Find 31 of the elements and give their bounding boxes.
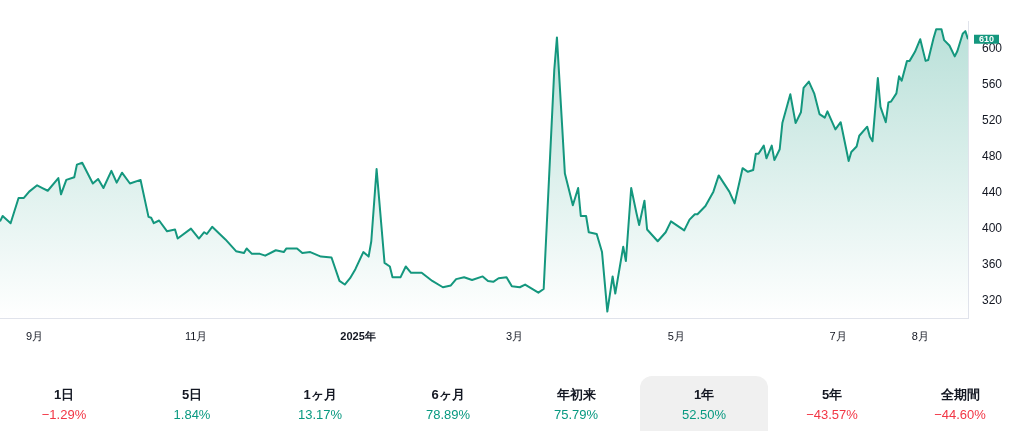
text: 75.79% <box>552 407 600 422</box>
text: −1.29% <box>40 407 88 422</box>
text: 13.17% <box>296 407 344 422</box>
x-tick-label: 8月 <box>911 330 929 343</box>
text: −44.60% <box>933 407 987 422</box>
y-tick-label: 560 <box>982 76 1003 91</box>
text: 1日 <box>52 386 76 404</box>
x-tick-label: 3月 <box>505 330 524 343</box>
y-tick-label: 400 <box>982 220 1003 235</box>
x-tick-label: 2025年 <box>340 330 376 343</box>
annotation: 610 <box>979 34 995 45</box>
x-tick-label: 11月 <box>185 330 208 343</box>
text: 1年 <box>692 386 716 404</box>
x-tick-label: 7月 <box>829 330 847 343</box>
x-tick-label: 5月 <box>667 330 685 343</box>
y-tick-label: 480 <box>982 148 1003 163</box>
text: −43.57% <box>805 407 859 422</box>
text: 年初来 <box>555 386 597 404</box>
text: 52.50% <box>680 407 728 422</box>
text: 6ヶ月 <box>430 386 466 404</box>
y-tick-label: 360 <box>982 257 1003 271</box>
y-tick-label: 320 <box>982 293 1003 308</box>
y-tick-label: 520 <box>982 112 1003 127</box>
text: 5年 <box>820 386 844 404</box>
text: 全期間 <box>939 386 981 404</box>
text: 78.89% <box>424 407 472 422</box>
y-tick-label: 440 <box>982 184 1003 199</box>
text: 1ヶ月 <box>302 386 338 404</box>
text: 5日 <box>180 386 204 404</box>
text: 1.84% <box>172 407 212 422</box>
x-tick-label: 9月 <box>25 330 44 343</box>
